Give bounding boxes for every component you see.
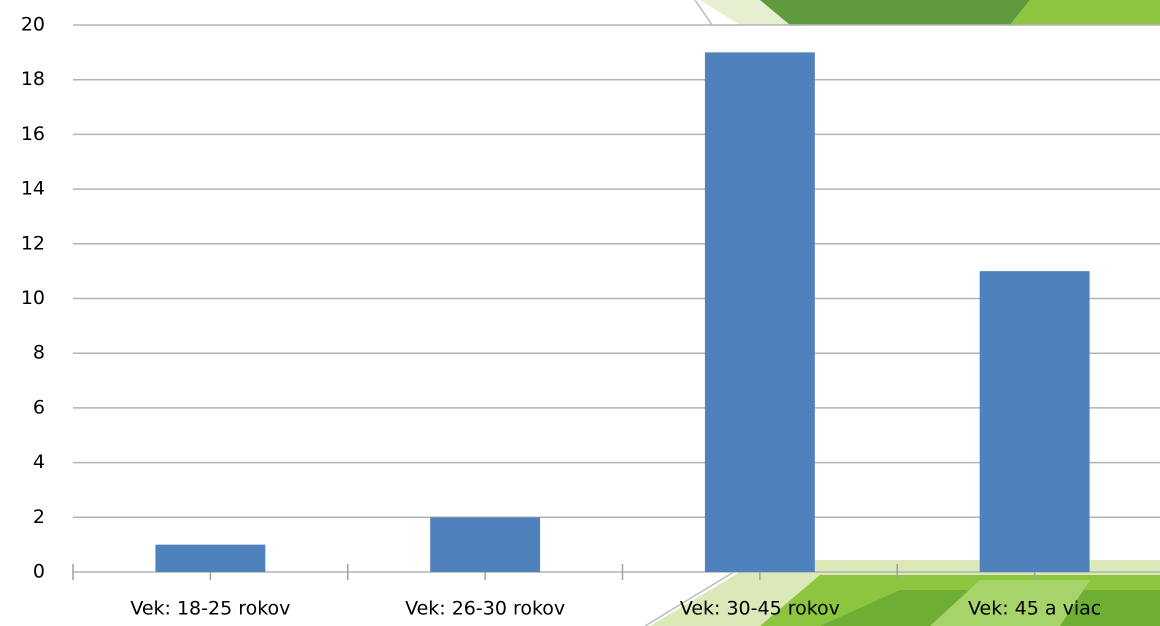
bar bbox=[979, 271, 1090, 572]
y-tick-label: 4 bbox=[33, 451, 45, 473]
x-tick-label: Vek: 26-30 rokov bbox=[405, 598, 565, 620]
bar bbox=[704, 52, 815, 573]
y-tick-label: 18 bbox=[21, 68, 45, 90]
x-tick-label: Vek: 18-25 rokov bbox=[130, 598, 290, 620]
x-tick-label: Vek: 30-45 rokov bbox=[680, 598, 840, 620]
y-tick-label: 14 bbox=[21, 178, 45, 200]
y-tick-label: 0 bbox=[33, 561, 45, 583]
decoration bbox=[644, 0, 1160, 626]
y-tick-label: 8 bbox=[33, 342, 45, 364]
y-tick-label: 2 bbox=[33, 506, 45, 528]
y-tick-label: 16 bbox=[21, 123, 45, 145]
bar bbox=[155, 544, 266, 572]
x-tick-label: Vek: 45 a viac bbox=[968, 598, 1101, 620]
y-tick-label: 10 bbox=[21, 287, 45, 309]
y-tick-label: 20 bbox=[21, 14, 45, 36]
y-tick-label: 12 bbox=[21, 232, 45, 254]
bar bbox=[430, 517, 541, 572]
y-tick-label: 6 bbox=[33, 396, 45, 418]
